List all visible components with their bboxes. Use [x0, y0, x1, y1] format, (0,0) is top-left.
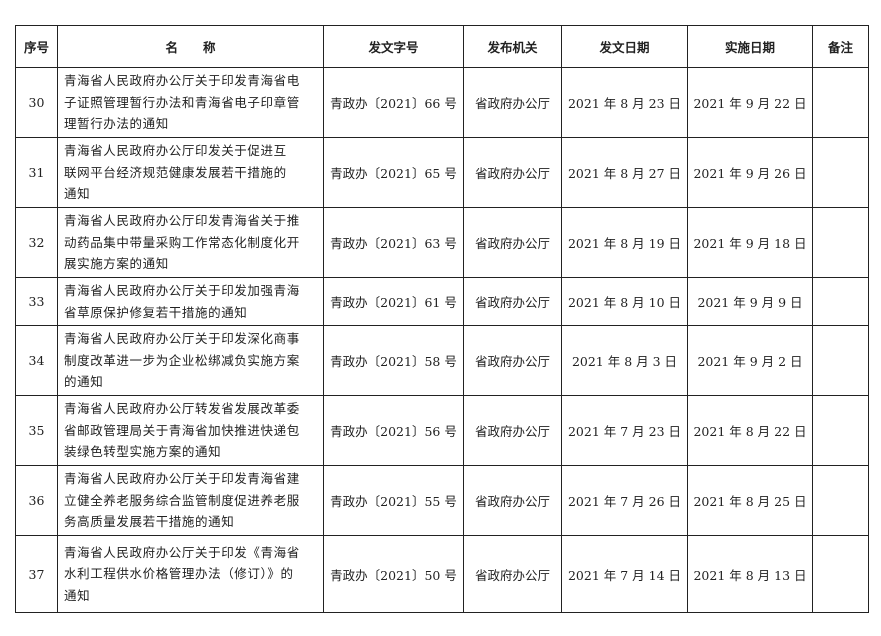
cell-name: 青海省人民政府办公厅关于印发《青海省 水利工程供水价格管理办法（修订）》的 通知	[57, 535, 324, 613]
cell-note	[812, 395, 869, 466]
name-line: 立健全养老服务综合监管制度促进养老服	[64, 492, 300, 508]
cell-doc-no: 青政办〔2021〕55 号	[323, 465, 464, 536]
cell-issue-date: 2021 年 8 月 27 日	[561, 137, 688, 208]
cell-name: 青海省人民政府办公厅关于印发深化商事 制度改革进一步为企业松绑减负实施方案 的通知	[57, 325, 324, 396]
name-line: 联网平台经济规范健康发展若干措施的	[64, 164, 287, 180]
cell-issuer: 省政府办公厅	[463, 277, 562, 326]
name-line: 通知	[64, 186, 91, 202]
cell-doc-no: 青政办〔2021〕56 号	[323, 395, 464, 466]
header-note: 备注	[812, 25, 869, 68]
cell-issue-date: 2021 年 7 月 26 日	[561, 465, 688, 536]
cell-note	[812, 67, 869, 138]
cell-doc-no: 青政办〔2021〕50 号	[323, 535, 464, 613]
cell-no: 33	[15, 277, 58, 326]
name-line: 水利工程供水价格管理办法（修订）》的	[64, 566, 294, 582]
cell-issuer: 省政府办公厅	[463, 395, 562, 466]
table-row: 34 青海省人民政府办公厅关于印发深化商事 制度改革进一步为企业松绑减负实施方案 的通…	[15, 325, 869, 396]
cell-effective-date: 2021 年 9 月 26 日	[687, 137, 813, 208]
cell-name: 青海省人民政府办公厅印发关于促进互 联网平台经济规范健康发展若干措施的 通知	[57, 137, 324, 208]
cell-effective-date: 2021 年 9 月 22 日	[687, 67, 813, 138]
cell-issuer: 省政府办公厅	[463, 325, 562, 396]
header-doc-no: 发文字号	[323, 25, 464, 68]
cell-no: 34	[15, 325, 58, 396]
cell-note	[812, 535, 869, 613]
cell-name: 青海省人民政府办公厅关于印发加强青海 省草原保护修复若干措施的通知	[57, 277, 324, 326]
header-issue-date: 发文日期	[561, 25, 688, 68]
table-body: 30 青海省人民政府办公厅关于印发青海省电 子证照管理暂行办法和青海省电子印章管 理暂…	[15, 67, 869, 613]
cell-issue-date: 2021 年 8 月 19 日	[561, 207, 688, 278]
table-row: 30 青海省人民政府办公厅关于印发青海省电 子证照管理暂行办法和青海省电子印章管 理暂…	[15, 67, 869, 138]
name-line: 青海省人民政府办公厅关于印发加强青海	[64, 283, 300, 298]
name-line: 子证照管理暂行办法和青海省电子印章管	[64, 94, 300, 110]
name-line: 青海省人民政府办公厅关于印发青海省建	[64, 471, 300, 487]
name-line: 通知	[64, 587, 91, 603]
table-row: 31 青海省人民政府办公厅印发关于促进互 联网平台经济规范健康发展若干措施的 通知 青政…	[15, 137, 869, 208]
cell-no: 36	[15, 465, 58, 536]
name-line: 青海省人民政府办公厅转发省发展改革委	[64, 401, 300, 417]
cell-name: 青海省人民政府办公厅转发省发展改革委 省邮政管理局关于青海省加快推进快递包 装绿色转…	[57, 395, 324, 466]
cell-effective-date: 2021 年 9 月 18 日	[687, 207, 813, 278]
cell-no: 35	[15, 395, 58, 466]
table-row: 32 青海省人民政府办公厅印发青海省关于推 动药品集中带量采购工作常态化制度化开 展实…	[15, 207, 869, 278]
cell-name: 青海省人民政府办公厅关于印发青海省建 立健全养老服务综合监管制度促进养老服 务高质量…	[57, 465, 324, 536]
table-row: 37 青海省人民政府办公厅关于印发《青海省 水利工程供水价格管理办法（修订）》的 通知…	[15, 535, 869, 613]
name-line: 展实施方案的通知	[64, 256, 169, 272]
cell-issue-date: 2021 年 8 月 10 日	[561, 277, 688, 326]
cell-note	[812, 277, 869, 326]
header-row: 序号 名 称 发文字号 发布机关 发文日期 实施日期 备注	[15, 25, 869, 68]
name-line: 青海省人民政府办公厅印发关于促进互	[64, 143, 287, 159]
name-line: 的通知	[64, 374, 104, 390]
cell-note	[812, 137, 869, 208]
header-no: 序号	[15, 25, 58, 68]
name-line: 省草原保护修复若干措施的通知	[64, 304, 248, 320]
cell-name: 青海省人民政府办公厅印发青海省关于推 动药品集中带量采购工作常态化制度化开 展实施方…	[57, 207, 324, 278]
cell-effective-date: 2021 年 9 月 9 日	[687, 277, 813, 326]
table-row: 33 青海省人民政府办公厅关于印发加强青海 省草原保护修复若干措施的通知 青政办〔20…	[15, 277, 869, 326]
cell-issue-date: 2021 年 7 月 23 日	[561, 395, 688, 466]
name-line: 省邮政管理局关于青海省加快推进快递包	[64, 422, 300, 438]
cell-name: 青海省人民政府办公厅关于印发青海省电 子证照管理暂行办法和青海省电子印章管 理暂行办…	[57, 67, 324, 138]
cell-doc-no: 青政办〔2021〕58 号	[323, 325, 464, 396]
name-line: 动药品集中带量采购工作常态化制度化开	[64, 234, 300, 250]
cell-doc-no: 青政办〔2021〕65 号	[323, 137, 464, 208]
cell-issuer: 省政府办公厅	[463, 207, 562, 278]
cell-no: 32	[15, 207, 58, 278]
cell-no: 37	[15, 535, 58, 613]
regulations-table: 序号 名 称 发文字号 发布机关 发文日期 实施日期 备注 30 青海省人民政府办…	[15, 25, 869, 613]
cell-note	[812, 207, 869, 278]
cell-effective-date: 2021 年 8 月 25 日	[687, 465, 813, 536]
cell-issue-date: 2021 年 8 月 23 日	[561, 67, 688, 138]
cell-effective-date: 2021 年 9 月 2 日	[687, 325, 813, 396]
cell-issuer: 省政府办公厅	[463, 465, 562, 536]
name-line: 务高质量发展若干措施的通知	[64, 514, 235, 530]
name-line: 青海省人民政府办公厅关于印发青海省电	[64, 73, 300, 89]
cell-issuer: 省政府办公厅	[463, 137, 562, 208]
header-issuer: 发布机关	[463, 25, 562, 68]
name-line: 青海省人民政府办公厅关于印发深化商事	[64, 331, 300, 347]
table-row: 35 青海省人民政府办公厅转发省发展改革委 省邮政管理局关于青海省加快推进快递包 装绿…	[15, 395, 869, 466]
name-line: 青海省人民政府办公厅印发青海省关于推	[64, 213, 300, 229]
cell-effective-date: 2021 年 8 月 13 日	[687, 535, 813, 613]
cell-issue-date: 2021 年 8 月 3 日	[561, 325, 688, 396]
cell-issuer: 省政府办公厅	[463, 535, 562, 613]
table-row: 36 青海省人民政府办公厅关于印发青海省建 立健全养老服务综合监管制度促进养老服 务高…	[15, 465, 869, 536]
header-name: 名 称	[57, 25, 324, 68]
name-line: 青海省人民政府办公厅关于印发《青海省	[64, 544, 300, 560]
header-effective-date: 实施日期	[687, 25, 813, 68]
name-line: 理暂行办法的通知	[64, 116, 169, 132]
cell-issuer: 省政府办公厅	[463, 67, 562, 138]
cell-effective-date: 2021 年 8 月 22 日	[687, 395, 813, 466]
cell-issue-date: 2021 年 7 月 14 日	[561, 535, 688, 613]
cell-no: 30	[15, 67, 58, 138]
cell-doc-no: 青政办〔2021〕63 号	[323, 207, 464, 278]
cell-note	[812, 465, 869, 536]
cell-no: 31	[15, 137, 58, 208]
name-line: 制度改革进一步为企业松绑减负实施方案	[64, 352, 300, 368]
name-line: 装绿色转型实施方案的通知	[64, 444, 222, 460]
cell-note	[812, 325, 869, 396]
cell-doc-no: 青政办〔2021〕66 号	[323, 67, 464, 138]
cell-doc-no: 青政办〔2021〕61 号	[323, 277, 464, 326]
